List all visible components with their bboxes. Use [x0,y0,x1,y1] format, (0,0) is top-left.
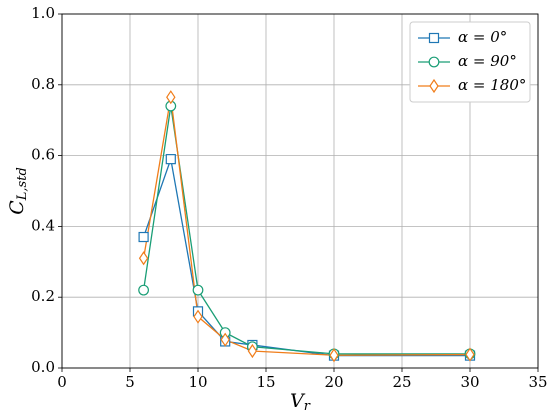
y-tick-label: 0.8 [31,75,55,93]
y-tick-label: 1.0 [31,4,55,22]
legend-label: α = 90° [458,52,517,70]
marker [329,348,339,363]
x-tick-label: 20 [324,373,343,391]
x-tick-label: 5 [125,373,135,391]
x-tick-label: 30 [460,373,479,391]
y-tick-label: 0.0 [31,358,55,376]
marker [192,284,204,296]
marker [247,343,258,359]
marker [220,332,230,347]
x-tick-label: 0 [57,373,67,391]
x-axis-label: Vr [290,390,311,414]
marker [138,231,149,243]
y-tick-label: 0.6 [31,146,55,164]
plot-frame [61,13,539,369]
y-label-sub: L,std [15,167,30,201]
marker [428,56,440,68]
y-label-main: C [6,200,28,215]
marker [165,154,176,165]
legend-label: α = 0° [458,28,507,46]
legend-box [409,21,531,103]
marker [428,32,440,44]
marker [465,347,475,362]
marker [193,309,203,324]
y-axis-label: CL,std [6,167,30,215]
x-label-main: V [290,390,306,412]
marker [166,90,176,105]
marker [429,78,439,94]
y-tick-label: 0.4 [31,216,55,234]
series-line [142,105,470,355]
marker [138,251,149,266]
x-tick-label: 25 [392,373,411,391]
y-tick-label: 0.2 [31,287,55,305]
x-tick-label: 15 [256,373,275,391]
x-tick-label: 10 [188,373,207,391]
marker [138,284,150,296]
legend-label: α = 180° [458,76,526,94]
x-label-sub: r [304,399,311,414]
x-tick-label: 35 [528,373,547,391]
